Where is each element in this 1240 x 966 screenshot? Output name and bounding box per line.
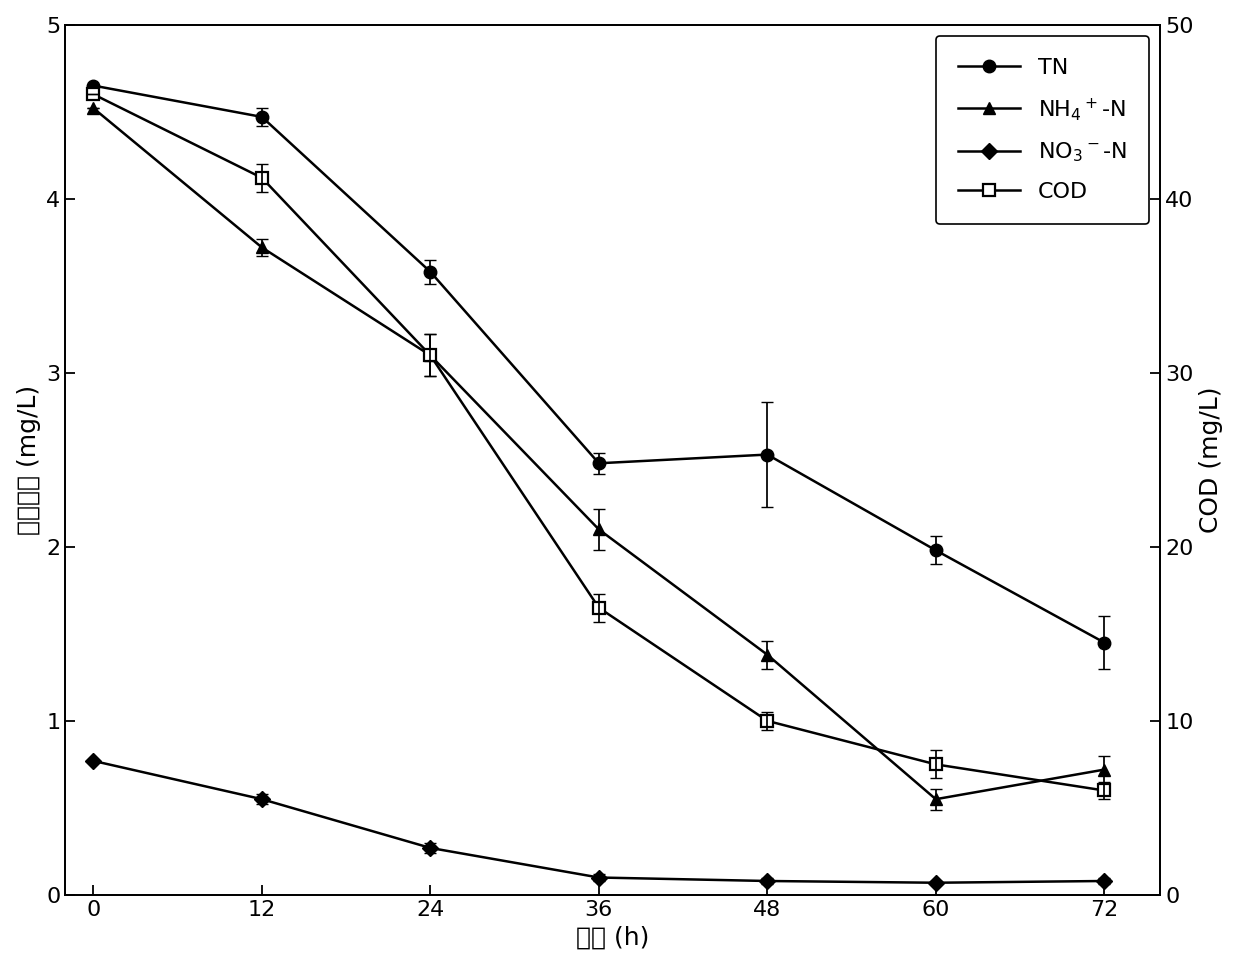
Y-axis label: 氮类浓度 (mg/L): 氮类浓度 (mg/L) bbox=[16, 384, 41, 535]
X-axis label: 时间 (h): 时间 (h) bbox=[577, 925, 650, 950]
Legend: TN, NH$_4$$^+$-N, NO$_3$$^-$-N, COD: TN, NH$_4$$^+$-N, NO$_3$$^-$-N, COD bbox=[936, 36, 1149, 224]
Y-axis label: COD (mg/L): COD (mg/L) bbox=[1199, 386, 1224, 533]
